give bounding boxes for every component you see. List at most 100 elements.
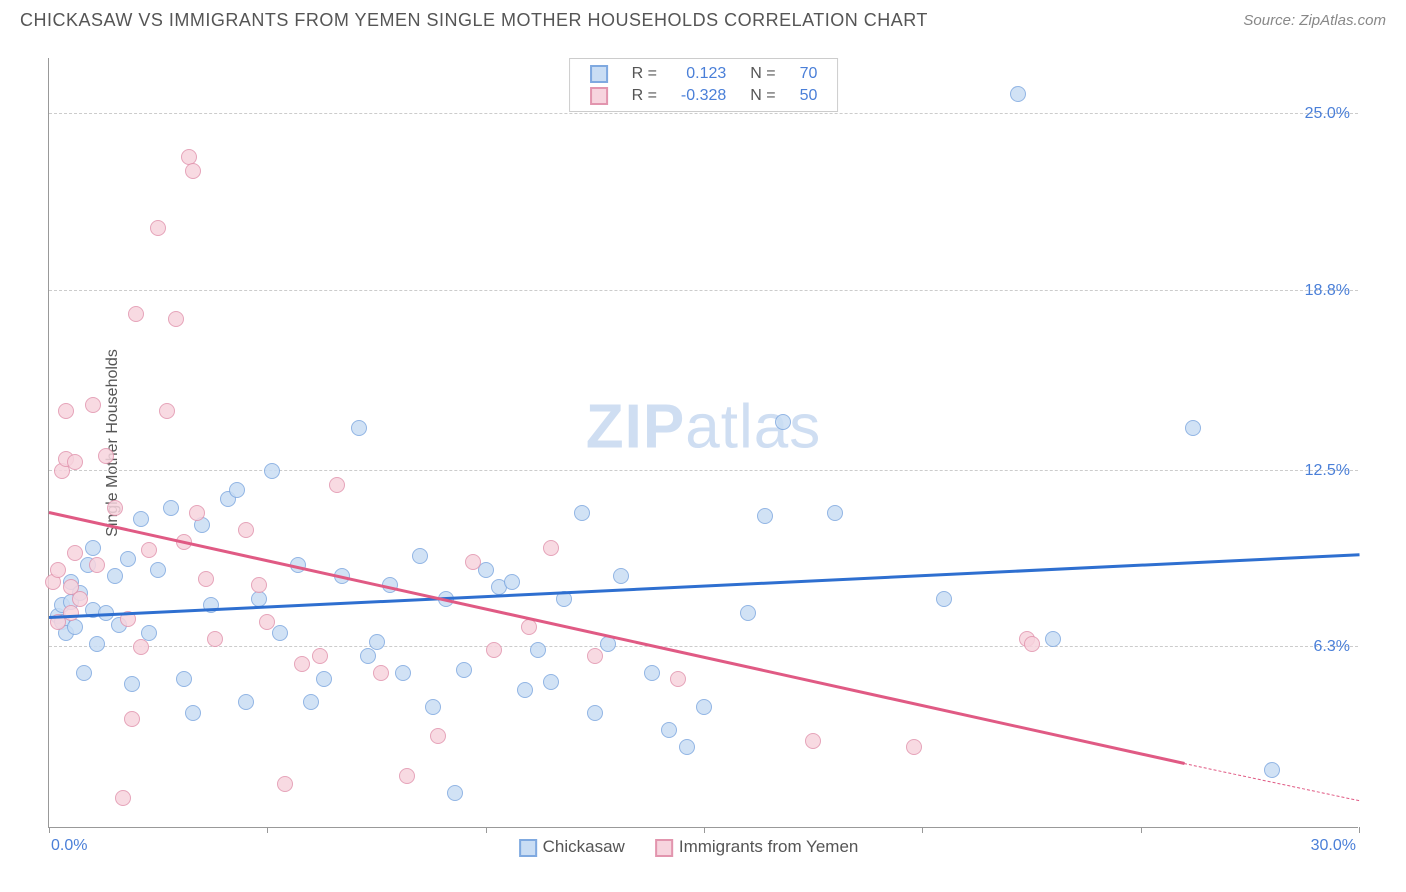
legend-swatch bbox=[655, 839, 673, 857]
data-point bbox=[517, 682, 533, 698]
r-value: 0.123 bbox=[669, 63, 738, 85]
data-point bbox=[238, 694, 254, 710]
data-point bbox=[72, 591, 88, 607]
data-point bbox=[185, 163, 201, 179]
r-value: -0.328 bbox=[669, 85, 738, 107]
data-point bbox=[150, 220, 166, 236]
legend-swatch bbox=[590, 65, 608, 83]
legend-item: Immigrants from Yemen bbox=[655, 837, 859, 856]
source-attribution: Source: ZipAtlas.com bbox=[1243, 12, 1386, 29]
gridline bbox=[49, 113, 1358, 114]
data-point bbox=[805, 733, 821, 749]
y-tick-label: 6.3% bbox=[1314, 638, 1350, 656]
data-point bbox=[128, 306, 144, 322]
data-point bbox=[775, 414, 791, 430]
n-value: 50 bbox=[788, 85, 830, 107]
data-point bbox=[670, 671, 686, 687]
data-point bbox=[277, 776, 293, 792]
data-point bbox=[543, 674, 559, 690]
data-point bbox=[587, 705, 603, 721]
data-point bbox=[679, 739, 695, 755]
data-point bbox=[207, 631, 223, 647]
data-point bbox=[133, 639, 149, 655]
data-point bbox=[76, 665, 92, 681]
data-point bbox=[600, 636, 616, 652]
data-point bbox=[447, 785, 463, 801]
data-point bbox=[587, 648, 603, 664]
data-point bbox=[67, 619, 83, 635]
x-tick bbox=[486, 827, 487, 833]
data-point bbox=[1264, 762, 1280, 778]
data-point bbox=[360, 648, 376, 664]
data-point bbox=[1024, 636, 1040, 652]
x-axis-min-label: 0.0% bbox=[51, 837, 87, 855]
data-point bbox=[67, 454, 83, 470]
legend-label: Chickasaw bbox=[543, 837, 625, 856]
legend-swatch bbox=[519, 839, 537, 857]
data-point bbox=[373, 665, 389, 681]
n-label: N = bbox=[738, 63, 787, 85]
data-point bbox=[740, 605, 756, 621]
data-point bbox=[486, 642, 502, 658]
gridline bbox=[49, 290, 1358, 291]
data-point bbox=[133, 511, 149, 527]
data-point bbox=[264, 463, 280, 479]
data-point bbox=[141, 625, 157, 641]
legend-item: Chickasaw bbox=[519, 837, 625, 856]
data-point bbox=[124, 711, 140, 727]
legend-swatch bbox=[590, 87, 608, 105]
x-tick bbox=[922, 827, 923, 833]
data-point bbox=[303, 694, 319, 710]
data-point bbox=[399, 768, 415, 784]
data-point bbox=[85, 397, 101, 413]
r-label: R = bbox=[620, 63, 669, 85]
data-point bbox=[107, 568, 123, 584]
correlation-legend: R =0.123N =70R =-0.328N =50 bbox=[569, 58, 839, 112]
x-tick bbox=[1359, 827, 1360, 833]
data-point bbox=[644, 665, 660, 681]
data-point bbox=[936, 591, 952, 607]
data-point bbox=[159, 403, 175, 419]
x-tick bbox=[1141, 827, 1142, 833]
y-tick-label: 25.0% bbox=[1305, 105, 1350, 123]
data-point bbox=[150, 562, 166, 578]
data-point bbox=[312, 648, 328, 664]
data-point bbox=[294, 656, 310, 672]
data-point bbox=[412, 548, 428, 564]
data-point bbox=[456, 662, 472, 678]
data-point bbox=[1045, 631, 1061, 647]
data-point bbox=[67, 545, 83, 561]
data-point bbox=[229, 482, 245, 498]
data-point bbox=[58, 403, 74, 419]
data-point bbox=[329, 477, 345, 493]
data-point bbox=[124, 676, 140, 692]
data-point bbox=[272, 625, 288, 641]
data-point bbox=[827, 505, 843, 521]
trend-line bbox=[49, 554, 1359, 619]
y-tick-label: 18.8% bbox=[1305, 282, 1350, 300]
n-label: N = bbox=[738, 85, 787, 107]
data-point bbox=[661, 722, 677, 738]
data-point bbox=[251, 591, 267, 607]
data-point bbox=[176, 671, 192, 687]
data-point bbox=[98, 448, 114, 464]
x-axis-max-label: 30.0% bbox=[1311, 837, 1356, 855]
gridline bbox=[49, 646, 1358, 647]
data-point bbox=[613, 568, 629, 584]
data-point bbox=[168, 311, 184, 327]
data-point bbox=[85, 540, 101, 556]
y-tick-label: 12.5% bbox=[1305, 462, 1350, 480]
data-point bbox=[504, 574, 520, 590]
x-tick bbox=[704, 827, 705, 833]
legend-label: Immigrants from Yemen bbox=[679, 837, 859, 856]
data-point bbox=[478, 562, 494, 578]
data-point bbox=[430, 728, 446, 744]
chart-header: CHICKASAW VS IMMIGRANTS FROM YEMEN SINGL… bbox=[0, 0, 1406, 31]
data-point bbox=[425, 699, 441, 715]
data-point bbox=[251, 577, 267, 593]
r-label: R = bbox=[620, 85, 669, 107]
data-point bbox=[530, 642, 546, 658]
data-point bbox=[259, 614, 275, 630]
data-point bbox=[1185, 420, 1201, 436]
data-point bbox=[906, 739, 922, 755]
